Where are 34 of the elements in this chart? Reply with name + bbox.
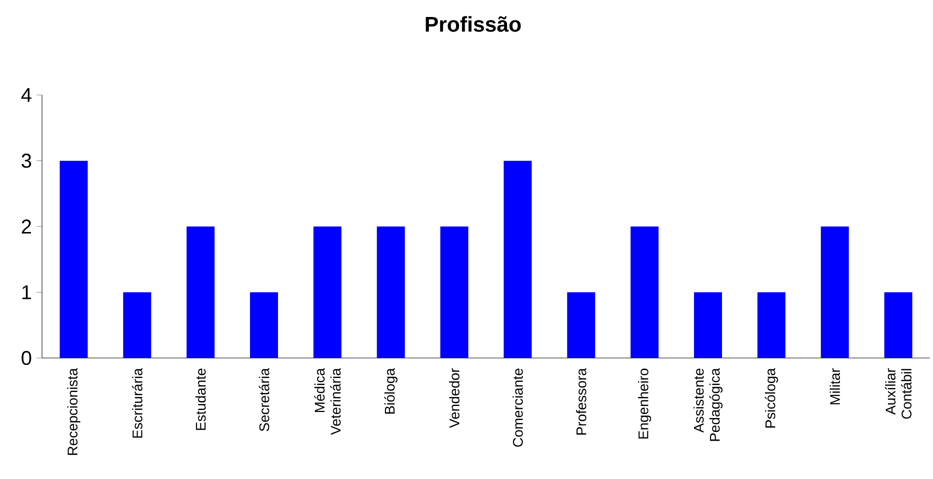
bar (884, 292, 912, 358)
bar (186, 226, 215, 358)
bar (757, 292, 786, 358)
x-tick-label: Psicóloga (764, 368, 778, 428)
y-tick-label: 3 (22, 154, 32, 168)
bar (123, 292, 152, 358)
x-tick-label: Assistente Pedagógica (693, 368, 723, 441)
x-tick-label: Militar (830, 368, 840, 404)
x-tick-label: Professora (576, 368, 586, 435)
x-tick-label: Estudante (195, 368, 206, 430)
bar (376, 226, 405, 358)
x-tick-label: Escriturária (132, 368, 142, 438)
chart-title: Profissão (426, 16, 521, 32)
bar (567, 292, 596, 358)
x-tick-label: Recepcionista (67, 368, 80, 455)
y-tick-label: 1 (22, 285, 31, 300)
x-tick-label: Médica Veterinária (314, 368, 341, 435)
bar (313, 226, 342, 358)
y-tick-label: 2 (22, 220, 31, 234)
x-tick-label: Secretária (258, 368, 270, 432)
y-tick-label: 0 (22, 350, 32, 366)
x-tick-label: Comerciante (512, 368, 523, 447)
bar (60, 160, 88, 358)
bar (250, 292, 278, 358)
x-tick-label: Vendedor (449, 368, 460, 428)
bar (820, 226, 849, 358)
x-tick-label: Engenheiro (638, 368, 652, 438)
bar (630, 226, 659, 358)
bar (694, 292, 722, 358)
bar (440, 226, 468, 358)
y-tick-label: 4 (21, 88, 32, 102)
x-tick-label: Bióloga (384, 368, 398, 414)
x-tick-label: Auxíliar Contábil (885, 368, 912, 419)
bar (504, 160, 532, 358)
